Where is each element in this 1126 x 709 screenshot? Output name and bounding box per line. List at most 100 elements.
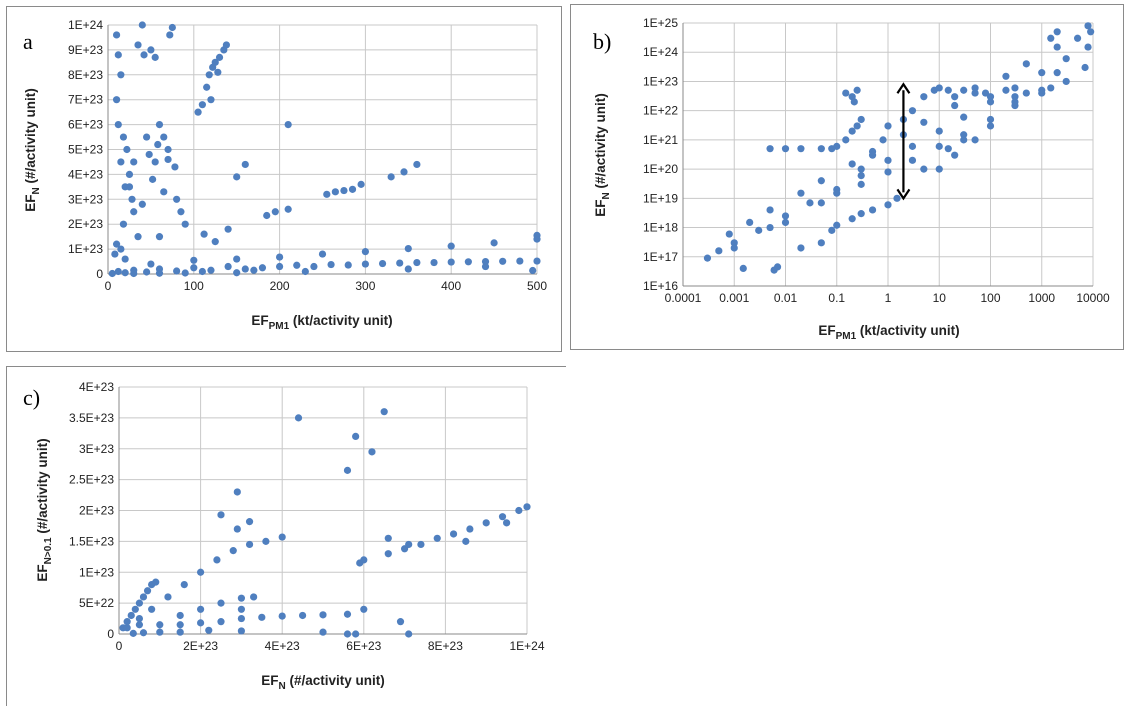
data-point	[951, 101, 959, 110]
data-point	[447, 258, 455, 266]
data-point	[498, 513, 507, 521]
data-point	[857, 180, 865, 188]
data-point	[154, 140, 162, 149]
data-point	[1081, 63, 1089, 72]
data-point	[893, 194, 901, 202]
data-point	[197, 568, 205, 576]
data-point	[241, 265, 249, 273]
panel-label: a	[23, 29, 33, 54]
data-point	[139, 629, 148, 637]
data-point	[857, 115, 865, 124]
data-point	[323, 190, 331, 198]
data-point	[842, 89, 850, 97]
data-point	[935, 142, 943, 150]
data-point	[129, 629, 137, 637]
data-point	[348, 185, 357, 193]
x-axis-label-subscript: N	[279, 681, 286, 692]
data-point	[1011, 98, 1019, 106]
data-point	[1022, 60, 1030, 68]
data-point	[848, 127, 856, 135]
data-point	[245, 518, 254, 526]
y-tick-label: 9E+23	[68, 43, 103, 57]
y-tick-label: 2E+23	[68, 217, 103, 231]
data-point	[123, 145, 131, 154]
data-point	[114, 267, 122, 276]
data-point	[114, 121, 122, 129]
data-point	[143, 133, 151, 141]
data-point	[1022, 89, 1030, 97]
data-point	[214, 68, 222, 76]
y-tick-label: 1E+24	[643, 45, 678, 59]
data-point	[986, 122, 995, 130]
data-point	[119, 220, 128, 228]
data-point	[884, 201, 892, 209]
data-point	[523, 503, 531, 511]
data-point	[198, 267, 206, 276]
data-point	[833, 221, 841, 229]
data-point	[447, 242, 455, 250]
x-tick-label: 0.1	[828, 291, 845, 305]
data-point	[755, 226, 763, 234]
data-point	[766, 206, 774, 214]
data-point	[250, 266, 258, 274]
data-point	[310, 262, 318, 271]
data-point	[404, 245, 412, 253]
data-point	[884, 168, 892, 176]
data-point	[284, 205, 292, 213]
data-point	[833, 142, 841, 150]
x-tick-label: 200	[270, 279, 290, 293]
x-tick-label: 0	[105, 279, 112, 293]
data-point	[533, 231, 541, 240]
data-point	[203, 83, 211, 91]
data-point	[842, 136, 850, 144]
data-point	[327, 260, 335, 269]
y-tick-label: 5E+22	[79, 596, 114, 610]
data-point	[384, 550, 392, 558]
data-point	[986, 93, 995, 101]
data-point	[173, 195, 181, 203]
data-point	[271, 208, 279, 216]
data-point	[177, 208, 185, 216]
data-point	[417, 540, 425, 549]
panel-label: c)	[23, 385, 40, 410]
x-tick-label: 400	[441, 279, 461, 293]
x-tick-label: 100	[184, 279, 204, 293]
data-point	[130, 269, 138, 278]
data-point	[299, 611, 307, 620]
data-point	[781, 145, 790, 153]
data-point	[352, 630, 360, 638]
data-point	[817, 177, 825, 185]
y-tick-label: 1E+23	[79, 565, 114, 579]
data-point	[211, 58, 219, 66]
data-point	[971, 84, 979, 92]
data-point	[224, 225, 232, 233]
data-point	[135, 599, 143, 607]
data-point	[986, 98, 995, 106]
data-point	[884, 122, 892, 130]
data-point	[130, 208, 138, 216]
data-point	[278, 533, 286, 541]
y-tick-label: 1E+23	[643, 74, 678, 88]
y-tick-label: 2E+23	[79, 504, 114, 518]
data-point	[263, 211, 271, 220]
data-point	[207, 266, 215, 274]
data-point	[205, 71, 213, 79]
data-point	[301, 267, 309, 276]
panel-a: 0 100 200 300 400 500 0 1E+23 2E+23 3E+23 4E+23 5E+…	[6, 6, 562, 352]
data-point	[773, 263, 782, 271]
data-point	[503, 519, 511, 527]
data-point	[237, 594, 245, 602]
data-point	[140, 51, 148, 59]
data-point	[368, 448, 376, 456]
data-point	[278, 612, 286, 620]
y-tick-label: 1E+24	[68, 18, 103, 32]
data-point	[258, 264, 267, 272]
data-point	[237, 605, 245, 613]
x-tick-label: 500	[527, 279, 547, 293]
data-point	[730, 239, 738, 247]
data-point	[868, 206, 877, 214]
data-point	[258, 613, 266, 621]
data-point	[944, 145, 952, 153]
y-tick-label: 1E+17	[643, 250, 678, 264]
data-point	[797, 244, 805, 252]
